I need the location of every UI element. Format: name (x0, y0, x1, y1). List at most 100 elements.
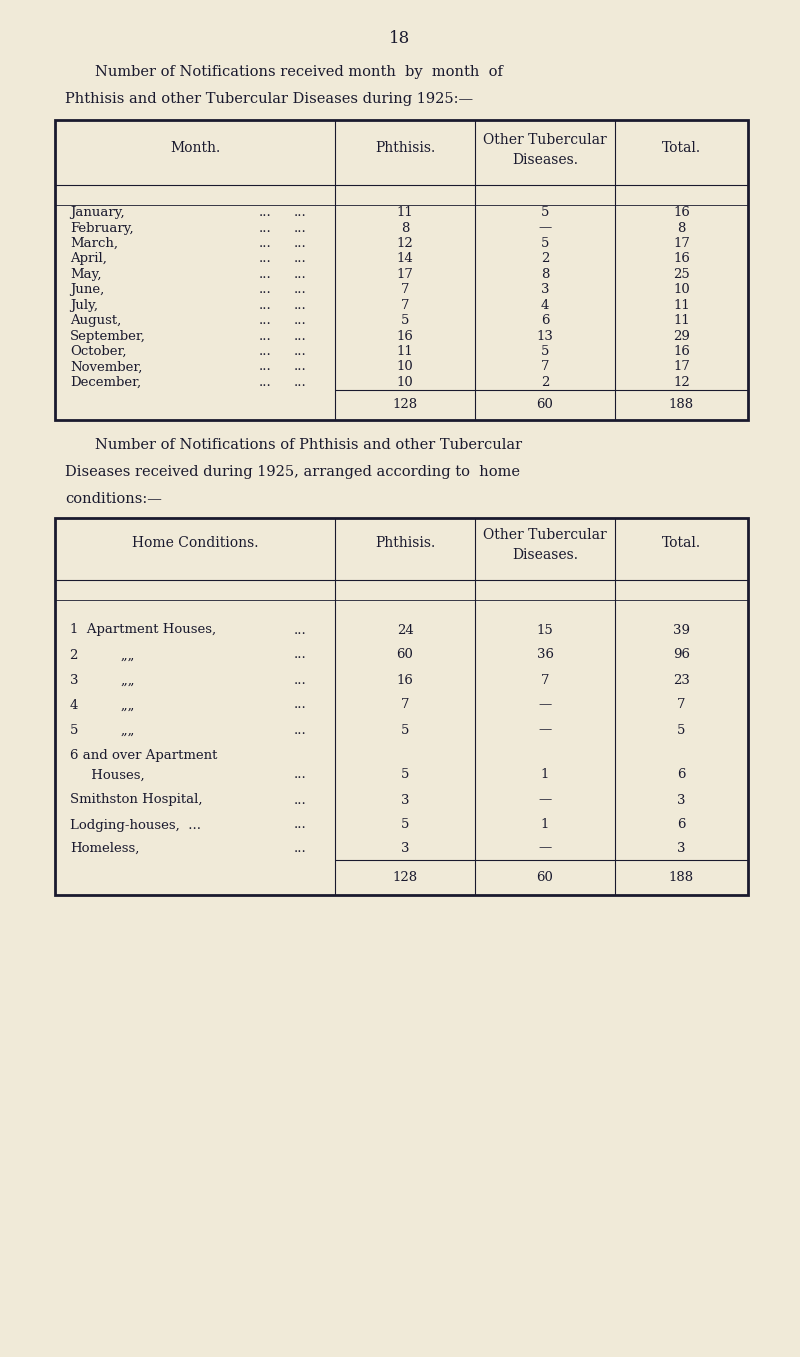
Text: 1  Apartment Houses,: 1 Apartment Houses, (70, 623, 216, 636)
Text: Phthisis.: Phthisis. (375, 536, 435, 550)
Text: conditions:—: conditions:— (65, 493, 162, 506)
Text: Other Tubercular: Other Tubercular (483, 133, 607, 147)
Text: February,: February, (70, 221, 134, 235)
Text: ...: ... (258, 330, 271, 342)
Text: 8: 8 (678, 221, 686, 235)
Text: 16: 16 (673, 206, 690, 220)
Text: 11: 11 (397, 345, 414, 358)
Text: ...: ... (294, 841, 306, 855)
Text: Diseases.: Diseases. (512, 153, 578, 167)
Text: —: — (538, 841, 552, 855)
Text: ...: ... (294, 673, 306, 687)
Text: September,: September, (70, 330, 146, 342)
Text: 6 and over Apartment: 6 and over Apartment (70, 749, 218, 761)
Text: 5: 5 (401, 313, 409, 327)
Text: ...: ... (294, 361, 306, 373)
Text: 39: 39 (673, 623, 690, 636)
Text: 12: 12 (673, 376, 690, 389)
Text: 11: 11 (397, 206, 414, 220)
Text: 16: 16 (397, 330, 414, 342)
Text: 11: 11 (673, 299, 690, 312)
Text: 128: 128 (393, 871, 418, 883)
Text: 16: 16 (673, 252, 690, 266)
Text: December,: December, (70, 376, 141, 389)
Text: 24: 24 (397, 623, 414, 636)
Text: Home Conditions.: Home Conditions. (132, 536, 258, 550)
Text: August,: August, (70, 313, 122, 327)
Text: 5: 5 (541, 345, 549, 358)
Text: —: — (538, 723, 552, 737)
Text: 29: 29 (673, 330, 690, 342)
Text: ...: ... (294, 345, 306, 358)
Text: 6: 6 (678, 768, 686, 782)
Text: ...: ... (294, 768, 306, 782)
Text: 60: 60 (397, 649, 414, 661)
Text: 16: 16 (397, 673, 414, 687)
Text: ...: ... (294, 794, 306, 806)
Text: ...: ... (294, 252, 306, 266)
Text: Total.: Total. (662, 141, 701, 155)
Text: ...: ... (294, 313, 306, 327)
Text: —: — (538, 794, 552, 806)
Text: 3: 3 (541, 284, 550, 296)
Text: —: — (538, 699, 552, 711)
Text: ...: ... (294, 723, 306, 737)
Text: 2          „„: 2 „„ (70, 649, 134, 661)
Text: ...: ... (258, 221, 271, 235)
Text: 4: 4 (541, 299, 549, 312)
Text: 2: 2 (541, 376, 549, 389)
Text: 3: 3 (401, 794, 410, 806)
Text: 5: 5 (401, 723, 409, 737)
Text: 12: 12 (397, 237, 414, 250)
Text: 17: 17 (673, 237, 690, 250)
Text: ...: ... (294, 376, 306, 389)
Text: 6: 6 (678, 818, 686, 832)
Text: 17: 17 (397, 267, 414, 281)
Text: ...: ... (258, 313, 271, 327)
Text: 10: 10 (397, 361, 414, 373)
Text: 11: 11 (673, 313, 690, 327)
Text: ...: ... (258, 284, 271, 296)
Text: 7: 7 (541, 673, 550, 687)
Text: November,: November, (70, 361, 142, 373)
Text: ...: ... (258, 206, 271, 220)
Text: 2: 2 (541, 252, 549, 266)
Text: ...: ... (294, 299, 306, 312)
Text: January,: January, (70, 206, 125, 220)
Text: ...: ... (294, 699, 306, 711)
Text: 3: 3 (401, 841, 410, 855)
Bar (55, 119, 748, 421)
Text: 7: 7 (678, 699, 686, 711)
Text: 17: 17 (673, 361, 690, 373)
Text: Lodging-houses,  ...: Lodging-houses, ... (70, 818, 201, 832)
Text: 4          „„: 4 „„ (70, 699, 134, 711)
Text: Phthisis and other Tubercular Diseases during 1925:—: Phthisis and other Tubercular Diseases d… (65, 92, 473, 106)
Text: 188: 188 (669, 399, 694, 411)
Text: ...: ... (258, 376, 271, 389)
Text: 5: 5 (401, 768, 409, 782)
Text: 60: 60 (537, 871, 554, 883)
Text: 5: 5 (541, 206, 549, 220)
Text: 7: 7 (541, 361, 550, 373)
Text: 5: 5 (678, 723, 686, 737)
Text: 18: 18 (390, 30, 410, 47)
Text: 3: 3 (678, 794, 686, 806)
Text: 3          „„: 3 „„ (70, 673, 134, 687)
Text: Diseases received during 1925, arranged according to  home: Diseases received during 1925, arranged … (65, 465, 520, 479)
Text: 3: 3 (678, 841, 686, 855)
Text: 5          „„: 5 „„ (70, 723, 134, 737)
Text: 1: 1 (541, 818, 549, 832)
Text: April,: April, (70, 252, 107, 266)
Text: 8: 8 (541, 267, 549, 281)
Text: Houses,: Houses, (70, 768, 145, 782)
Text: ...: ... (258, 345, 271, 358)
Text: 7: 7 (401, 284, 410, 296)
Text: 128: 128 (393, 399, 418, 411)
Text: ...: ... (294, 221, 306, 235)
Text: ...: ... (294, 330, 306, 342)
Text: Homeless,: Homeless, (70, 841, 139, 855)
Text: ...: ... (258, 237, 271, 250)
Text: October,: October, (70, 345, 126, 358)
Text: Total.: Total. (662, 536, 701, 550)
Text: ...: ... (294, 206, 306, 220)
